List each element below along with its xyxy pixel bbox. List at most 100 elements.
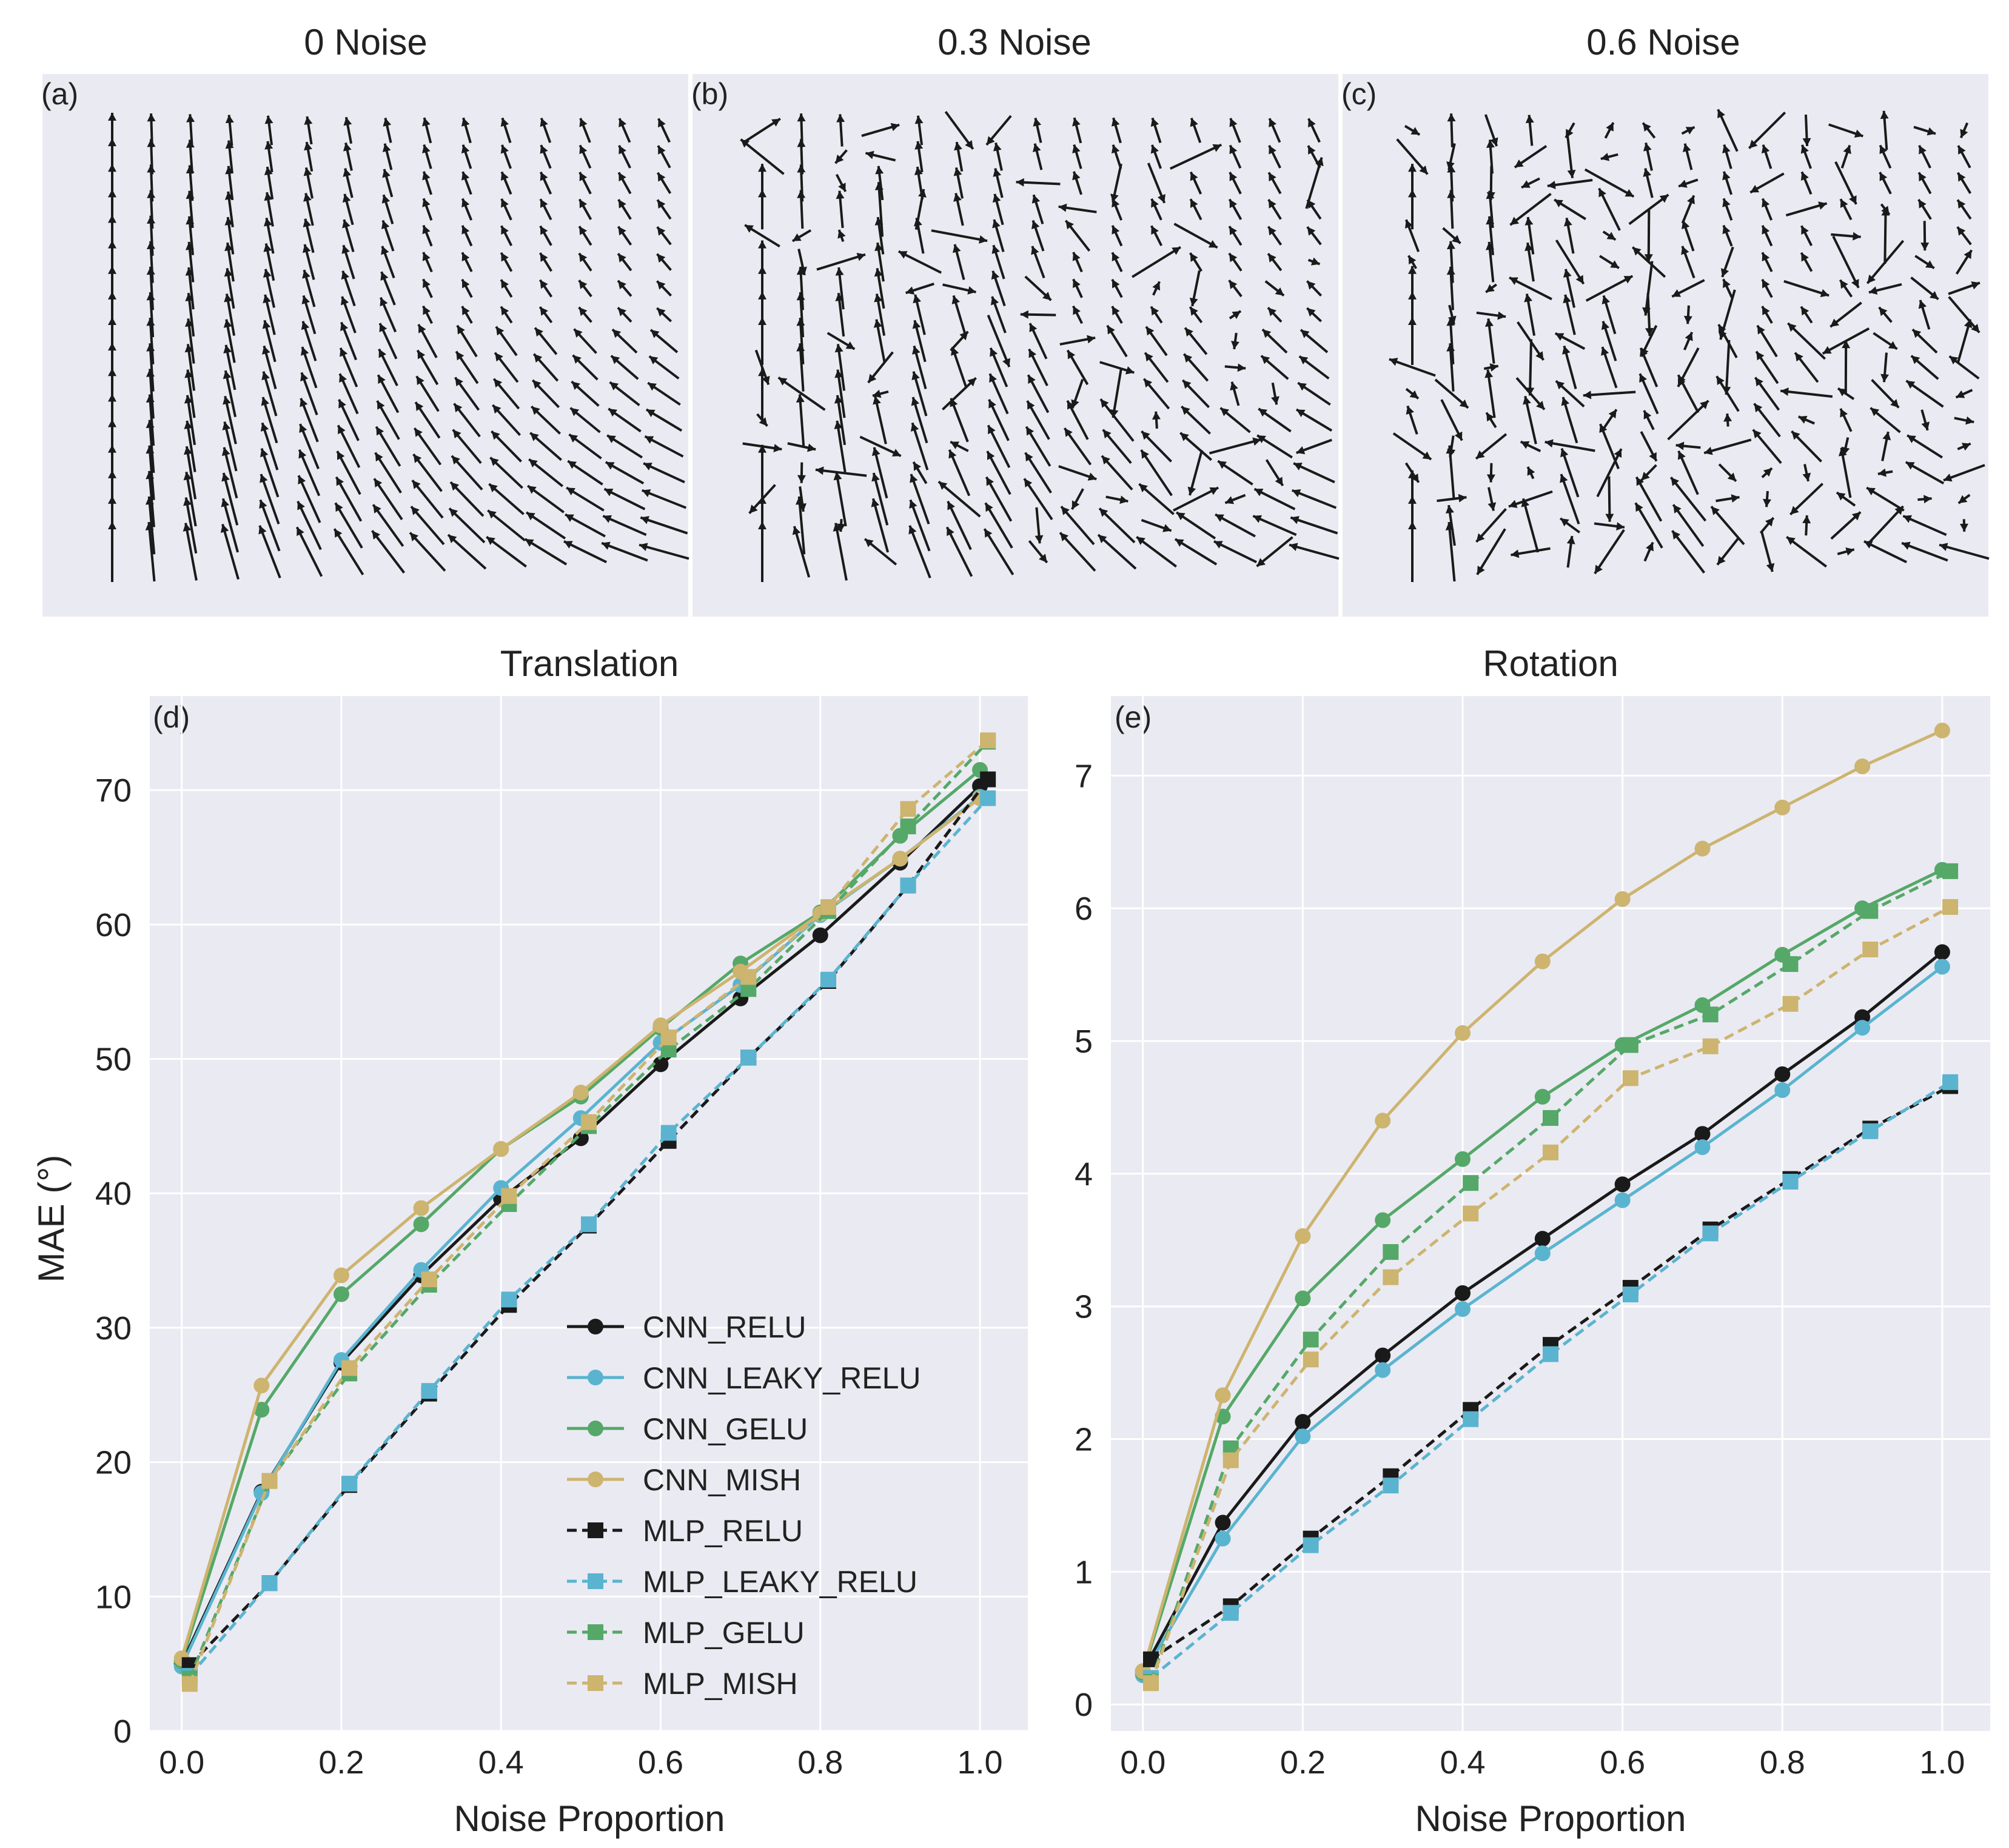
- quiver-arrow: [1307, 118, 1321, 143]
- quiver-arrow: [1267, 226, 1283, 246]
- data-point: [812, 927, 828, 943]
- quiver-arrow-head: [796, 292, 805, 301]
- quiver-arrow-head: [108, 470, 116, 478]
- quiver-arrow-head: [1525, 115, 1534, 124]
- quiver-arrow: [1072, 305, 1083, 324]
- quiver-arrow-head: [108, 444, 116, 453]
- x-tick-label: 0.2: [1280, 1744, 1326, 1781]
- quiver-arrow-head: [540, 199, 548, 209]
- quiver-arrow: [223, 319, 236, 363]
- quiver-arrow-head: [1296, 409, 1306, 418]
- quiver-arrow: [1754, 377, 1780, 411]
- quiver-arrow: [1901, 541, 1948, 562]
- quiver-arrow-head: [1877, 468, 1887, 477]
- quiver-arrow-shaft: [1585, 275, 1634, 302]
- quiver-arrow-shaft: [1901, 541, 1948, 562]
- data-point: [1295, 1428, 1311, 1445]
- quiver-arrow-head: [1643, 142, 1652, 152]
- quiver-arrow-head: [1643, 122, 1651, 132]
- quiver-arrow: [1025, 426, 1051, 467]
- quiver-arrow-shaft: [1447, 521, 1456, 582]
- quiver-arrow-head: [1594, 564, 1603, 574]
- quiver-arrow: [1594, 529, 1625, 575]
- quiver-arrow-head: [1640, 347, 1648, 357]
- quiver-arrow-head: [1110, 409, 1119, 418]
- quiver-arrow: [377, 374, 400, 413]
- data-point: [1215, 1530, 1231, 1547]
- quiver-arrow-head: [108, 343, 116, 351]
- quiver-arrow: [184, 420, 196, 472]
- rotation-chart-title: Rotation: [1483, 643, 1618, 684]
- quiver-arrow-head: [986, 136, 995, 145]
- quiver-arrow: [1447, 113, 1456, 147]
- quiver-arrow-shaft: [871, 498, 890, 553]
- quiver-arrow-head: [1870, 407, 1880, 417]
- quiver-arrow: [1720, 246, 1734, 278]
- quiver-arrow-head: [871, 447, 880, 457]
- quiver-arrow-shaft: [798, 394, 805, 446]
- quiver-arrow: [1547, 179, 1593, 189]
- quiver-arrow: [422, 252, 433, 273]
- quiver-arrow: [1404, 219, 1420, 252]
- quiver-arrow-head: [223, 370, 232, 380]
- quiver-arrow-head: [494, 378, 503, 388]
- quiver-arrow-head: [337, 451, 345, 460]
- quiver-arrow: [1879, 144, 1892, 169]
- quiver-arrow-head: [1643, 168, 1652, 177]
- quiver-arrow: [526, 484, 565, 514]
- quiver-arrow-head: [1854, 129, 1863, 138]
- data-point: [980, 771, 996, 788]
- quiver-arrow-head: [225, 140, 234, 149]
- quiver-arrow-head: [1965, 416, 1974, 425]
- quiver-arrow-head: [1151, 198, 1159, 208]
- quiver-arrow-shaft: [1667, 400, 1709, 441]
- quiver-arrow-shaft: [258, 525, 281, 578]
- quiver-title-0.6-noise: 0.6 Noise: [1586, 22, 1740, 62]
- quiver-arrow-shaft: [486, 535, 527, 568]
- quiver-arrow-head: [340, 296, 349, 306]
- quiver-arrow-head: [1888, 341, 1897, 349]
- quiver-arrow-shaft: [1059, 532, 1096, 572]
- quiver-arrow-shaft: [1644, 261, 1654, 316]
- quiver-arrow-head: [797, 113, 806, 122]
- quiver-arrow-shaft: [1786, 535, 1827, 568]
- quiver-arrow-shaft: [777, 377, 826, 411]
- data-point: [980, 732, 996, 749]
- quiver-arrow-head: [797, 139, 806, 147]
- quiver-arrow: [1446, 266, 1455, 310]
- quiver-arrow-head: [1840, 280, 1848, 289]
- quiver-arrow-head: [1524, 293, 1533, 303]
- quiver-arrow-head: [913, 294, 921, 304]
- quiver-arrow-head: [336, 477, 344, 486]
- quiver-arrow: [1173, 223, 1218, 249]
- quiver-arrow-shaft: [1213, 540, 1257, 564]
- quiver-arrow-head: [1867, 274, 1876, 284]
- quiver-arrow-head: [649, 356, 659, 364]
- quiver-arrow-head: [758, 291, 766, 300]
- quiver-arrow-shaft: [1476, 528, 1506, 575]
- quiver-arrow-head: [778, 377, 788, 386]
- quiver-arrow: [461, 278, 473, 298]
- y-tick-label: 20: [95, 1445, 132, 1481]
- quiver-arrow: [1026, 400, 1050, 440]
- quiver-arrow: [797, 462, 806, 483]
- quiver-arrow: [1761, 225, 1773, 247]
- quiver-arrow-head: [1152, 281, 1161, 291]
- quiver-arrow: [1677, 450, 1699, 495]
- quiver-arrow-head: [1064, 428, 1073, 437]
- quiver-arrow-head: [1002, 358, 1011, 367]
- quiver-arrow: [1563, 294, 1576, 335]
- quiver-arrow-shaft: [223, 421, 238, 472]
- quiver-arrow-head: [1566, 535, 1575, 544]
- quiver-arrow: [911, 371, 928, 417]
- quiver-arrow-head: [380, 272, 389, 281]
- quiver-arrow: [1515, 377, 1546, 410]
- data-point: [900, 877, 916, 894]
- x-tick-label: 0.0: [1120, 1744, 1165, 1781]
- quiver-arrow-head: [449, 508, 458, 517]
- quiver-arrow-head: [1645, 327, 1654, 336]
- quiver-arrow-head: [749, 504, 758, 514]
- quiver-arrow-head: [1929, 291, 1939, 300]
- quiver-arrow: [656, 172, 672, 194]
